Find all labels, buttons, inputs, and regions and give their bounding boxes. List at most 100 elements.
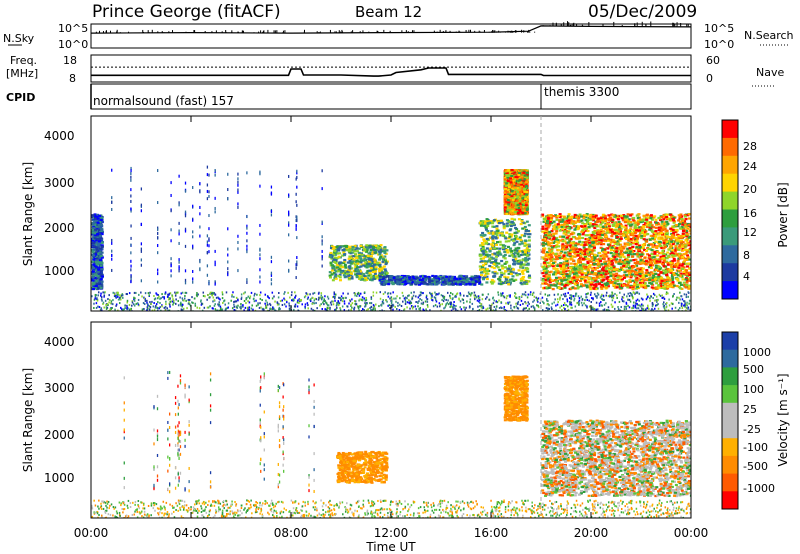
power-cell bbox=[518, 236, 522, 239]
power-cell bbox=[373, 270, 377, 274]
power-cell bbox=[507, 190, 511, 193]
power-cell bbox=[434, 275, 438, 278]
power-cell bbox=[466, 277, 470, 281]
power-cell bbox=[482, 238, 486, 241]
power-cell bbox=[525, 282, 529, 286]
nsearch-tick-bottom: 10^0 bbox=[704, 38, 734, 51]
nsearch-label: N.Search bbox=[744, 29, 794, 42]
power-cell bbox=[498, 275, 502, 279]
power-cell bbox=[355, 247, 359, 250]
power-cell bbox=[351, 245, 355, 249]
power-cell bbox=[422, 281, 426, 284]
power-cell bbox=[91, 257, 95, 260]
power-cell bbox=[342, 261, 346, 264]
power-cell bbox=[470, 278, 474, 281]
power-cell bbox=[548, 278, 552, 282]
power-cell bbox=[332, 265, 336, 268]
power-cell bbox=[368, 272, 372, 275]
power-cell bbox=[453, 275, 457, 279]
power-cell bbox=[503, 253, 507, 256]
power-cell bbox=[491, 271, 495, 274]
power-cell bbox=[504, 187, 508, 190]
power-cell bbox=[505, 190, 509, 194]
power-cell bbox=[525, 246, 529, 249]
power-cell bbox=[483, 267, 487, 270]
nsky-panel: N.Sky 10^5 10^0 10^5 10^0 N.Search bbox=[3, 21, 794, 51]
power-cell bbox=[92, 267, 96, 270]
power-cell bbox=[355, 250, 359, 253]
power-cell bbox=[484, 222, 488, 225]
power-cell bbox=[516, 249, 520, 252]
power-cell bbox=[92, 221, 96, 224]
power-cell bbox=[507, 168, 511, 172]
power-cell bbox=[350, 277, 354, 280]
power-cell bbox=[591, 219, 595, 222]
power-cell bbox=[523, 175, 527, 178]
power-cell bbox=[458, 283, 462, 286]
power-cell bbox=[514, 196, 518, 200]
power-cell bbox=[339, 271, 343, 274]
power-cell bbox=[445, 278, 449, 281]
power-cell bbox=[395, 276, 399, 279]
power-cell bbox=[398, 283, 402, 286]
power-cell bbox=[96, 257, 100, 260]
power-cell bbox=[385, 249, 389, 252]
power-cell bbox=[95, 263, 99, 266]
power-cell bbox=[94, 255, 98, 258]
power-cell bbox=[96, 214, 100, 217]
power-cell bbox=[335, 270, 339, 273]
power-cell bbox=[505, 248, 509, 252]
power-cell bbox=[485, 237, 489, 241]
power-cell bbox=[95, 261, 99, 264]
power-cell bbox=[450, 283, 454, 286]
power-cell bbox=[400, 277, 404, 280]
power-cell bbox=[91, 270, 95, 273]
power-cell bbox=[507, 181, 511, 185]
power-cell bbox=[100, 268, 104, 271]
power-cell bbox=[496, 251, 500, 254]
power-cell bbox=[492, 225, 496, 228]
power-cell bbox=[375, 276, 379, 279]
power-cell bbox=[355, 256, 359, 259]
power-cell bbox=[500, 273, 504, 277]
power-cell bbox=[95, 259, 99, 262]
power-cell bbox=[525, 253, 529, 257]
power-cell bbox=[92, 287, 96, 291]
power-cell bbox=[498, 279, 502, 282]
power-cell bbox=[516, 192, 520, 196]
power-cell bbox=[525, 266, 529, 270]
power-cell bbox=[516, 194, 520, 197]
power-cell bbox=[349, 272, 353, 275]
power-cell bbox=[362, 264, 366, 267]
power-cell bbox=[482, 276, 486, 279]
power-cell bbox=[333, 269, 337, 272]
nave-tick-bottom: 0 bbox=[706, 72, 713, 85]
power-cell bbox=[480, 242, 484, 245]
power-cell bbox=[406, 280, 410, 283]
power-cell bbox=[94, 232, 98, 235]
power-cell bbox=[362, 273, 366, 276]
power-cell bbox=[365, 244, 369, 247]
power-cell bbox=[520, 220, 524, 223]
power-cell bbox=[484, 220, 488, 223]
power-cell bbox=[341, 269, 345, 273]
power-cell bbox=[525, 206, 529, 209]
power-cell bbox=[100, 245, 104, 249]
power-cell bbox=[520, 185, 524, 188]
power-cell bbox=[481, 253, 485, 256]
power-cell bbox=[334, 277, 338, 280]
power-cell bbox=[522, 263, 526, 266]
power-cell bbox=[462, 275, 466, 278]
power-cell bbox=[513, 186, 517, 189]
power-cell bbox=[460, 276, 464, 279]
power-cell bbox=[329, 251, 333, 255]
power-cell bbox=[508, 188, 512, 192]
power-cell bbox=[371, 270, 375, 274]
power-cell bbox=[338, 268, 342, 271]
power-cell bbox=[375, 263, 379, 266]
power-cell bbox=[467, 281, 471, 285]
power-cell bbox=[518, 259, 522, 262]
power-cell bbox=[507, 237, 511, 240]
power-cell bbox=[518, 205, 522, 208]
power-cell bbox=[495, 255, 499, 258]
